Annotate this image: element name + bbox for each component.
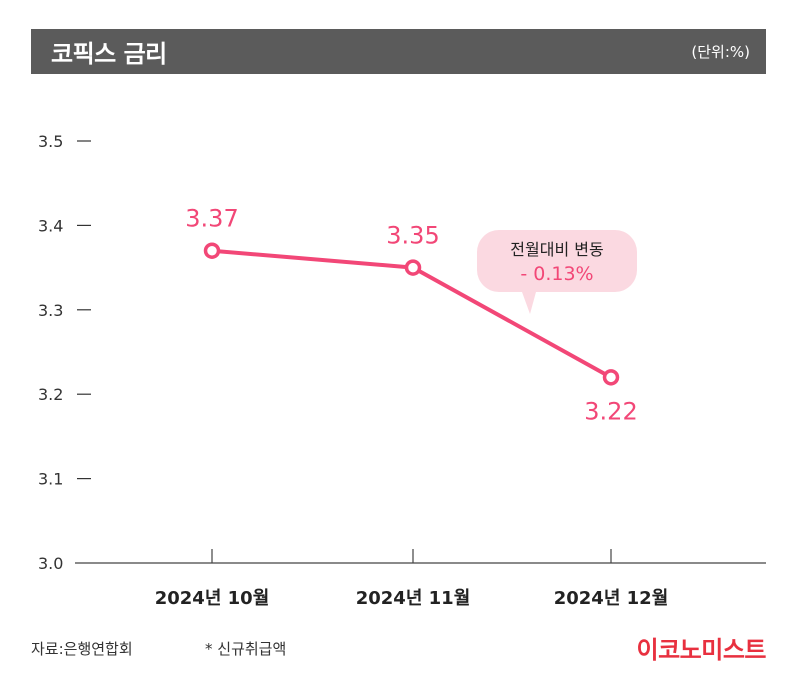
note-text: * 신규취급액 [205, 640, 287, 658]
x-axis: 2024년 10월 2024년 11월 2024년 12월 [75, 549, 766, 609]
y-tick-label: 3.5 [38, 132, 63, 151]
unit-label: (단위:%) [691, 43, 750, 61]
annotation-value: - 0.13% [520, 263, 593, 285]
y-axis: 3.5 3.4 3.3 3.2 3.1 3.0 [38, 132, 91, 573]
annotation-title: 전월대비 변동 [510, 240, 603, 259]
data-label: 3.22 [584, 397, 637, 425]
x-tick-label: 2024년 10월 [155, 588, 270, 609]
source-text: 자료:은행연합회 [31, 640, 133, 658]
chart-title: 코픽스 금리 [51, 40, 167, 68]
series: 3.37 3.35 3.22 [185, 205, 637, 426]
y-tick-label: 3.3 [38, 301, 63, 320]
chart-header: 코픽스 금리 (단위:%) [31, 29, 766, 74]
y-tick-label: 3.2 [38, 385, 63, 404]
x-tick-label: 2024년 11월 [356, 588, 471, 609]
data-label: 3.35 [386, 222, 439, 250]
data-point [602, 369, 620, 386]
brand-logo: 이코노미스트 [636, 636, 767, 664]
change-annotation: 전월대비 변동 - 0.13% [477, 230, 637, 314]
data-label: 3.37 [185, 205, 238, 233]
data-point [203, 242, 221, 259]
y-tick-label: 3.0 [38, 554, 63, 573]
y-tick-label: 3.1 [38, 470, 63, 489]
x-tick-label: 2024년 12월 [554, 588, 669, 609]
data-point [404, 259, 422, 276]
annotation-bubble [477, 230, 637, 314]
y-tick-label: 3.4 [38, 216, 63, 235]
